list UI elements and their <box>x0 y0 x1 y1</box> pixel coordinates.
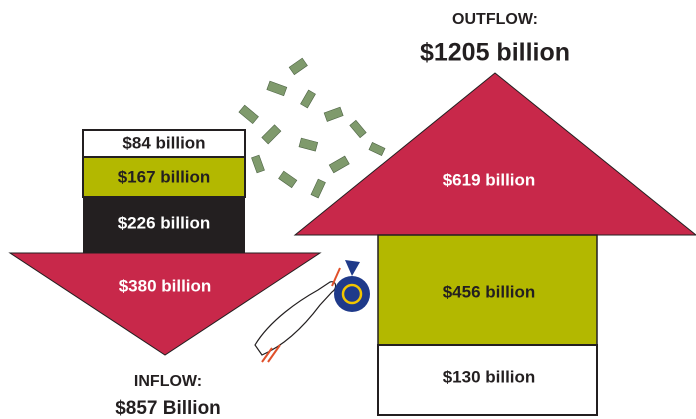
segment-label: $130 billion <box>443 367 536 386</box>
outflow-segment <box>377 234 598 346</box>
segment-label: $619 billion <box>443 170 536 189</box>
segment-label: $226 billion <box>118 213 211 232</box>
segment-label: $84 billion <box>122 133 205 152</box>
inflow-arrow <box>8 252 322 356</box>
segment-label: $456 billion <box>443 282 536 301</box>
outflow-segment <box>377 344 598 416</box>
inflow-segment <box>82 156 246 198</box>
stork-decoration <box>254 260 370 363</box>
inflow-segment <box>83 197 245 253</box>
outflow-total: $1205 billion <box>420 39 570 67</box>
inflow-title: INFLOW: <box>134 373 202 390</box>
segment-label: $380 billion <box>119 276 212 295</box>
outflow-arrow <box>293 72 696 236</box>
inflow-total: $857 Billion <box>115 398 221 419</box>
segment-label: $167 billion <box>118 167 211 186</box>
outflow-title: OUTFLOW: <box>452 11 538 28</box>
money-decoration <box>238 57 386 199</box>
